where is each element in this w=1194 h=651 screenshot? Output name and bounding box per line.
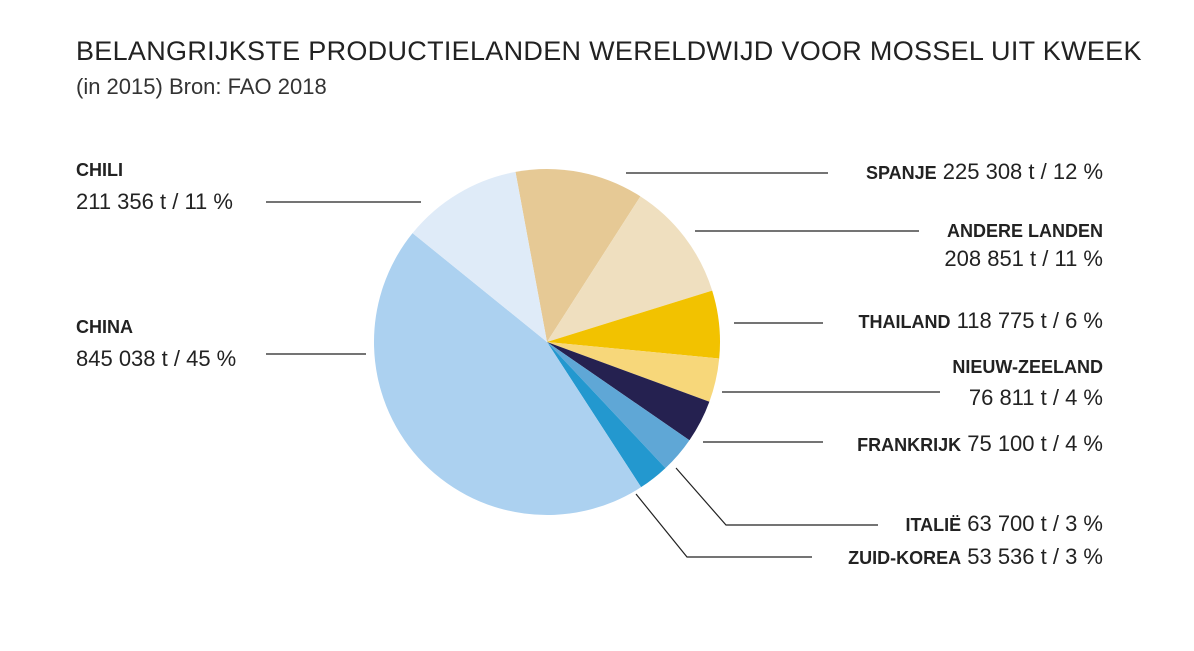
- slice-label-thailand: THAILAND 118 775 t / 6 %: [859, 308, 1103, 333]
- pie-slice-andere-landen: [547, 196, 713, 342]
- pie-slice-frankrijk: [547, 342, 710, 441]
- pie-slice-china: [373, 233, 642, 516]
- pie-slice-zuid-korea: [547, 342, 666, 488]
- slice-value-frankrijk: 75 100 t / 4 %: [961, 431, 1103, 456]
- slice-name-nieuw-zeeland: NIEUW-ZEELAND: [952, 357, 1103, 377]
- leader-line-italie: [675, 467, 878, 526]
- slice-name-italie: ITALIË: [905, 515, 961, 535]
- slice-value-china: 845 038 t / 45 %: [76, 346, 236, 371]
- slice-label-italie: ITALIË 63 700 t / 3 %: [905, 511, 1103, 536]
- slice-name-chili: CHILI: [76, 160, 123, 180]
- slice-value-spanje: 225 308 t / 12 %: [937, 159, 1103, 184]
- slice-name-spanje: SPANJE: [866, 163, 937, 183]
- pie-slice-nieuw-zeeland: [547, 342, 720, 402]
- slice-name-thailand: THAILAND: [859, 312, 951, 332]
- slice-name-china: CHINA: [76, 317, 133, 337]
- slice-value-thailand: 118 775 t / 6 %: [951, 308, 1103, 333]
- slice-value-andere-landen: 208 851 t / 11 %: [944, 246, 1103, 271]
- slice-label-spanje: SPANJE 225 308 t / 12 %: [866, 159, 1103, 184]
- slice-value-chili: 211 356 t / 11 %: [76, 189, 233, 214]
- slice-name-frankrijk: FRANKRIJK: [857, 435, 961, 455]
- slice-name-andere-landen: ANDERE LANDEN: [947, 221, 1103, 241]
- pie-slice-thailand: [547, 290, 720, 359]
- slice-value-italie: 63 700 t / 3 %: [961, 511, 1103, 536]
- slice-value-nieuw-zeeland: 76 811 t / 4 %: [969, 385, 1103, 410]
- pie-slice-spanje: [515, 169, 641, 342]
- slice-value-zuid-korea: 53 536 t / 3 %: [961, 544, 1103, 569]
- leader-line-zuid-korea: [635, 493, 812, 558]
- pie-slice-italie: [547, 342, 690, 469]
- slice-name-zuid-korea: ZUID-KOREA: [848, 548, 961, 568]
- pie-slice-chili: [412, 171, 547, 342]
- chart-subtitle: (in 2015) Bron: FAO 2018: [76, 74, 327, 99]
- slice-label-zuid-korea: ZUID-KOREA 53 536 t / 3 %: [848, 544, 1103, 569]
- chart-title: BELANGRIJKSTE PRODUCTIELANDEN WERELDWIJD…: [76, 36, 1142, 66]
- slice-label-frankrijk: FRANKRIJK 75 100 t / 4 %: [857, 431, 1103, 456]
